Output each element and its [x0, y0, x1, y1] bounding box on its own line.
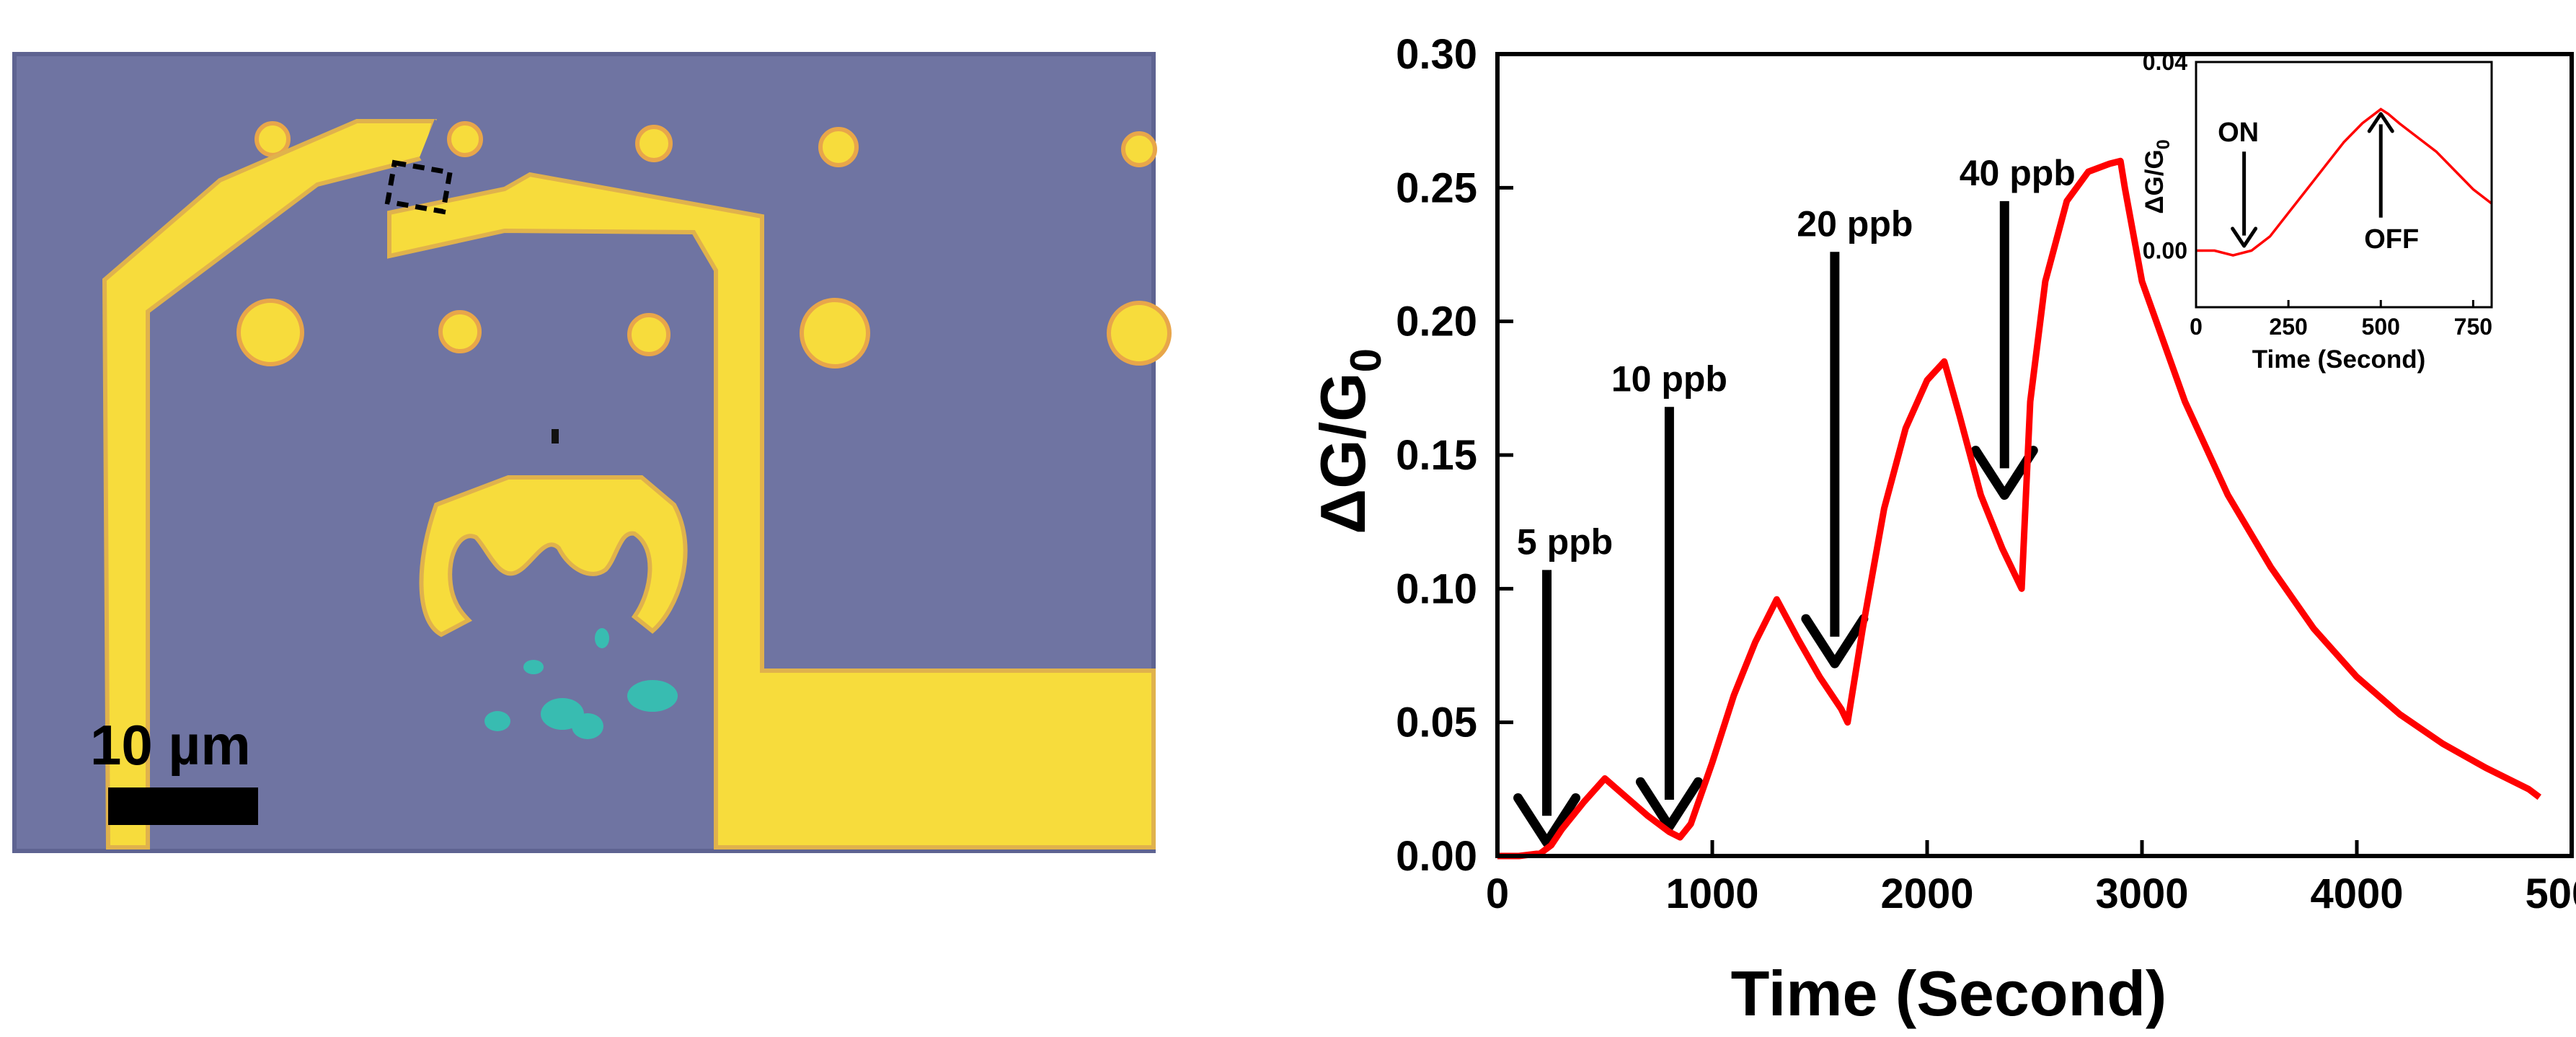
- main-plot-frame: [1495, 52, 2574, 858]
- x-tick-label: 0: [1486, 870, 1509, 917]
- x-tick-label: 4000: [2310, 870, 2403, 917]
- inset-series-line: [2196, 107, 2493, 257]
- annotation-label: 5 ppb: [1517, 521, 1613, 562]
- main-annotations: 5 ppb 10 ppb 20 ppb 40 ppb: [1513, 153, 2076, 847]
- inset-background: [2196, 62, 2492, 307]
- main-ticks: 0100020003000400050000.000.050.100.150.2…: [1396, 31, 2576, 917]
- x-tick-label: 750: [2454, 314, 2492, 340]
- annotation-label: OFF: [2364, 224, 2419, 255]
- y-tick-label: 0.15: [1396, 432, 1477, 479]
- scale-bar: 10 µm: [90, 713, 258, 825]
- annotation-label: ON: [2218, 118, 2259, 148]
- x-tick-label: 5000: [2525, 870, 2576, 917]
- inset-chart: ΔG/G0 Time (Second) 0 250 500 750 0.00 0.04 O…: [2141, 49, 2493, 374]
- main-x-axis-label: Time (Second): [1731, 958, 2167, 1029]
- x-tick-label: 3000: [2095, 870, 2188, 917]
- main-chart: ΔG/G0 Time (Second) 0 1000 2000 3000 4000 50 0…: [1307, 31, 2576, 1029]
- right-electrode: [387, 172, 1156, 850]
- y-tick-label: 0.05: [1396, 700, 1477, 746]
- inset-annotations: ON OFF: [2218, 112, 2419, 255]
- main-y-axis-label: ΔG/G0: [1307, 348, 1390, 534]
- m-shaped-pad: [419, 475, 688, 637]
- main-series-line: [1497, 157, 2542, 860]
- arrow-head: [1970, 446, 2038, 500]
- micrograph: 10 µm: [12, 52, 1172, 853]
- y-tick-label: 0.25: [1396, 164, 1477, 211]
- arrow-head: [1513, 793, 1581, 847]
- contact-pads: [236, 121, 1172, 369]
- x-tick-label: 1000: [1665, 870, 1758, 917]
- scale-bar-rect: [108, 787, 258, 825]
- annotation-label: 40 ppb: [1960, 153, 2076, 193]
- channel-highlight-box: [384, 159, 453, 215]
- y-tick-label: 0.30: [1396, 31, 1477, 78]
- y-tick-label: 0.04: [2143, 49, 2187, 75]
- inset-ticks: 0 250 500 750 0.00 0.04: [2143, 49, 2492, 340]
- arrow-head: [1801, 614, 1869, 668]
- y-tick-label: 0.20: [1396, 299, 1477, 345]
- annotation-label: 10 ppb: [1611, 358, 1727, 399]
- scale-bar-label: 10 µm: [90, 713, 251, 777]
- x-tick-label: 250: [2269, 314, 2307, 340]
- arrow-head: [1635, 777, 1703, 831]
- x-tick-label: 0: [2190, 314, 2203, 340]
- arrow-head: [2231, 226, 2258, 248]
- y-tick-label: 0.00: [2143, 238, 2187, 264]
- inset-y-axis-label: ΔG/G0: [2141, 139, 2174, 213]
- inset-plot-frame: [2195, 61, 2493, 309]
- arrow-head: [2367, 112, 2394, 133]
- flakes: [484, 628, 678, 739]
- inset-x-axis-label: Time (Second): [2252, 345, 2426, 374]
- x-tick-label: 2000: [1880, 870, 1973, 917]
- x-tick-label: 500: [2362, 314, 2400, 340]
- annotation-label: 20 ppb: [1797, 203, 1913, 244]
- y-tick-label: 0.10: [1396, 565, 1477, 612]
- y-tick-label: 0.00: [1396, 833, 1477, 880]
